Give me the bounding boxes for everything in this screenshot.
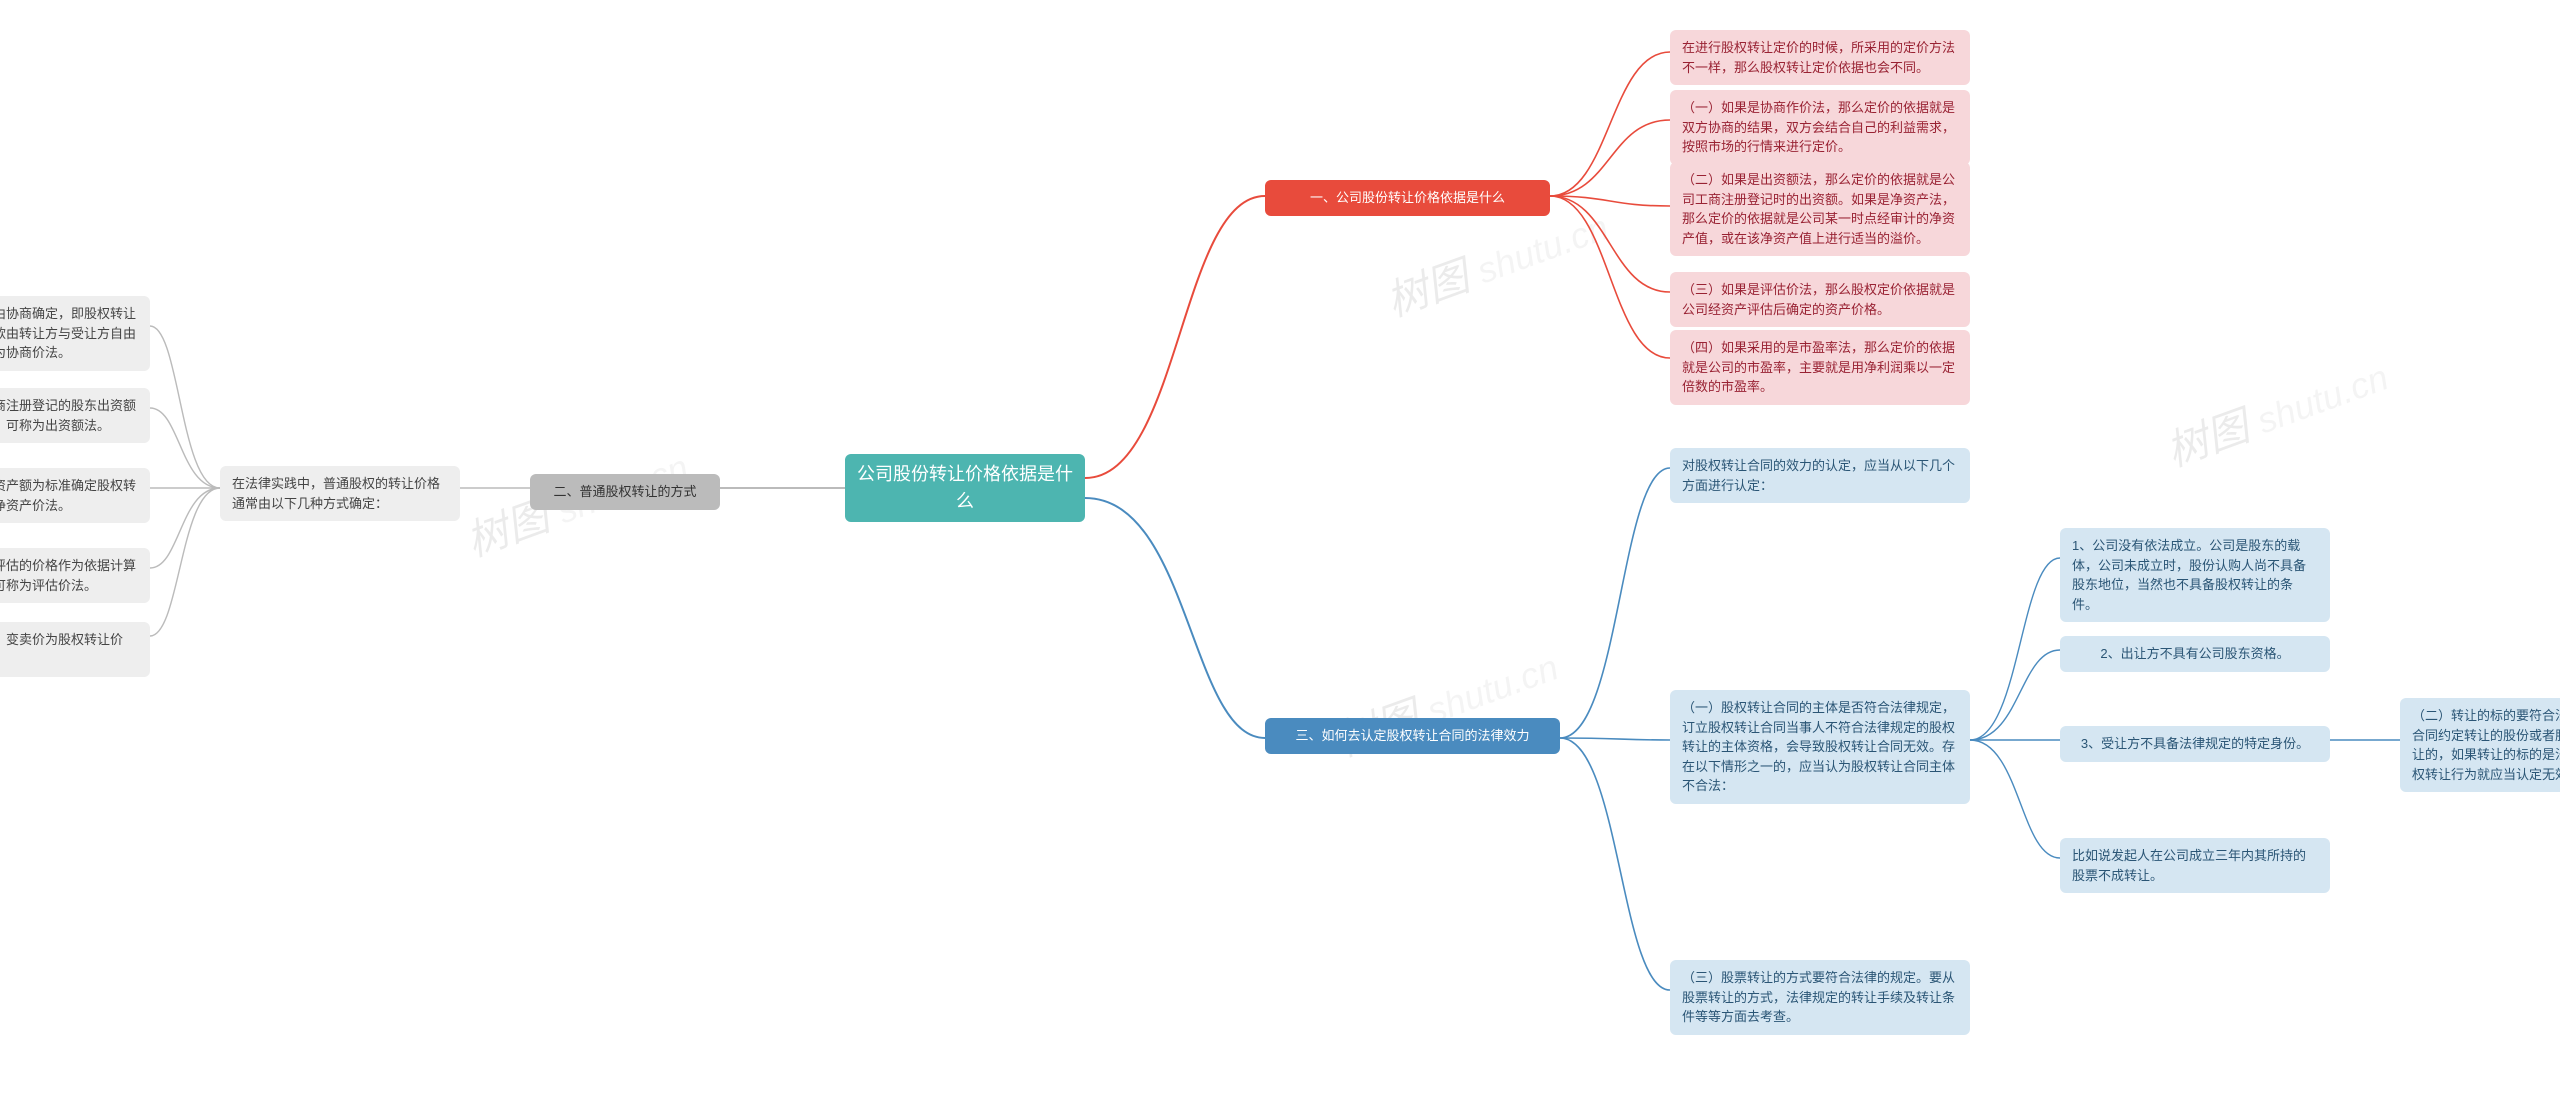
branch3-sub1-item: 比如说发起人在公司成立三年内其所持的股票不成转让。: [2060, 838, 2330, 893]
branch3-sub1-item: 2、出让方不具有公司股东资格。: [2060, 636, 2330, 672]
branch3-sub1-detail: （二）转让的标的要符合法律的规定，股权转让合同约定转让的股份或者股权必须是依法可…: [2400, 698, 2560, 792]
branch1-item: （三）如果是评估价法，那么股权定价依据就是公司经资产评估后确定的资产价格。: [1670, 272, 1970, 327]
root-node: 公司股份转让价格依据是什么: [845, 454, 1085, 522]
branch1-item: 在进行股权转让定价的时候，所采用的定价方法不一样，那么股权转让定价依据也会不同。: [1670, 30, 1970, 85]
branch3-sub1-item: 3、受让方不具备法律规定的特定身份。: [2060, 726, 2330, 762]
branch1-item: （二）如果是出资额法，那么定价的依据就是公司工商注册登记时的出资额。如果是净资产…: [1670, 162, 1970, 256]
branch3-sub1: （一）股权转让合同的主体是否符合法律规定，订立股权转让合同当事人不符合法律规定的…: [1670, 690, 1970, 804]
watermark: 树图 shutu.cn: [2157, 342, 2396, 479]
branch1-item: （一）如果是协商作价法，那么定价的依据就是双方协商的结果，双方会结合自己的利益需…: [1670, 90, 1970, 165]
branch2-item: （三）以公司净资产额为标准确定股权转让价格，可称为净资产价法。: [0, 468, 150, 523]
branch2-title: 二、普通股权转让的方式: [530, 474, 720, 510]
branch1-item: （四）如果采用的是市盈率法，那么定价的依据就是公司的市盈率，主要就是用净利润乘以…: [1670, 330, 1970, 405]
branch2-intro: 在法律实践中，普通股权的转让价格通常由以下几种方式确定：: [220, 466, 460, 521]
branch2-item: （五）以拍卖价、变卖价为股权转让价格。: [0, 622, 150, 677]
branch2-item: （一）当事人自由协商确定，即股权转让时，股权转让价款由转让方与受让方自由协商确定…: [0, 296, 150, 371]
branch3-sub1-item: 1、公司没有依法成立。公司是股东的载体，公司未成立时，股份认购人尚不具备股东地位…: [2060, 528, 2330, 622]
branch1-title: 一、公司股份转让价格依据是什么: [1265, 180, 1550, 216]
branch2-item: （二）以公司工商注册登记的股东出资额为股权转让价格，可称为出资额法。: [0, 388, 150, 443]
branch3-sub2: （三）股票转让的方式要符合法律的规定。要从股票转让的方式，法律规定的转让手续及转…: [1670, 960, 1970, 1035]
branch3-intro: 对股权转让合同的效力的认定，应当从以下几个方面进行认定：: [1670, 448, 1970, 503]
branch2-item: （四）以审计、评估的价格作为依据计算股权转让价格，可称为评估价法。: [0, 548, 150, 603]
branch3-title: 三、如何去认定股权转让合同的法律效力: [1265, 718, 1560, 754]
